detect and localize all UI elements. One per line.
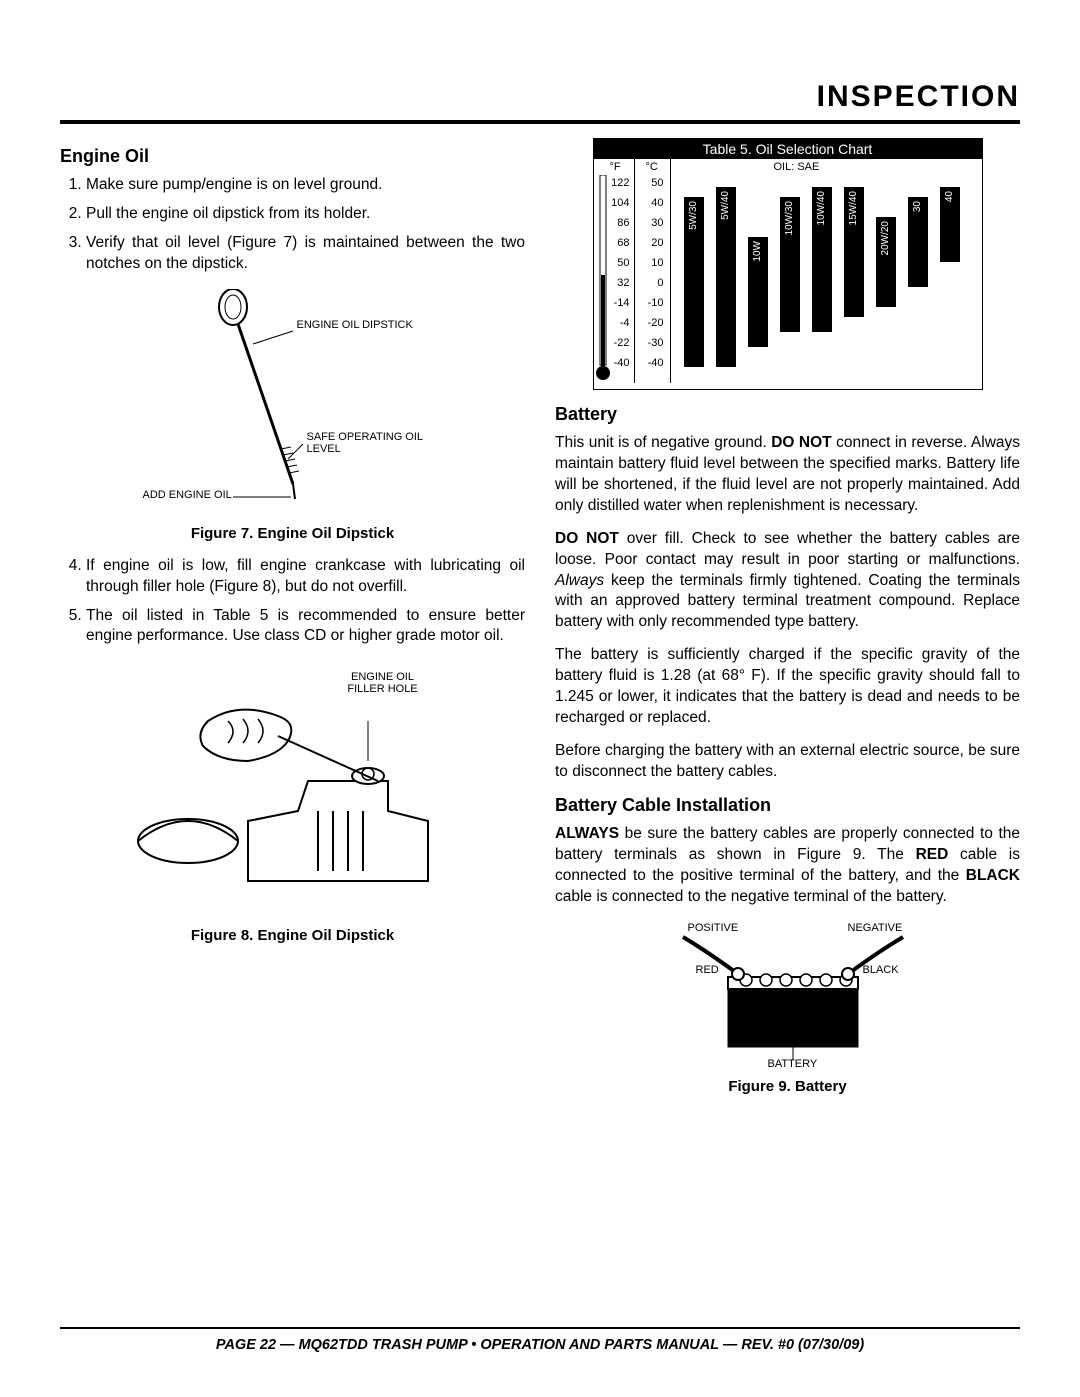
oil-bar-label: 40 [944,191,957,202]
tick-f: -4 [608,317,630,329]
header-oil: OIL: SAE [774,161,820,173]
step-2: Pull the engine oil dipstick from its ho… [86,204,525,225]
label-battery: BATTERY [768,1058,818,1070]
header-f: °F [610,161,621,173]
right-column: Table 5. Oil Selection Chart °F °C OIL: … [555,138,1020,1109]
figure-9-caption: Figure 9. Battery [555,1078,1020,1095]
oil-bar: 30 [908,197,928,287]
figure-7: ENGINE OIL DIPSTICK SAFE OPERATING OIL L… [60,289,525,542]
step-3: Verify that oil level (Figure 7) is main… [86,233,525,275]
label-safe-level: SAFE OPERATING OIL LEVEL [307,431,443,455]
tick-c: 30 [642,217,664,229]
tick-f: -22 [608,337,630,349]
oil-bar-label: 5W/40 [720,191,733,220]
figure-8-caption: Figure 8. Engine Oil Dipstick [60,927,525,944]
oil-bar: 10W/30 [780,197,800,332]
figure-8: ENGINE OIL FILLER HOLE Figure 8. Engine … [60,661,525,944]
tick-c: 50 [642,177,664,189]
engine-oil-steps-b: If engine oil is low, fill engine crankc… [60,556,525,648]
battery-p4: Before charging the battery with an exte… [555,741,1020,783]
tick-c: 20 [642,237,664,249]
cable-heading: Battery Cable Installation [555,795,1020,816]
tick-f: -40 [608,357,630,369]
oil-bar: 40 [940,187,960,262]
engine-oil-heading: Engine Oil [60,146,525,167]
footer-text: PAGE 22 — MQ62TDD TRASH PUMP • OPERATION… [60,1337,1020,1353]
oil-bar-label: 15W/40 [848,191,861,225]
tick-c: -10 [642,297,664,309]
tick-f: 122 [608,177,630,189]
oil-bar-label: 10W/40 [816,191,829,225]
tick-c: -30 [642,337,664,349]
step-1: Make sure pump/engine is on level ground… [86,175,525,196]
tick-f: -14 [608,297,630,309]
left-column: Engine Oil Make sure pump/engine is on l… [60,138,525,1109]
chart-title: Table 5. Oil Selection Chart [594,139,982,159]
oil-bar-label: 5W/30 [688,201,701,230]
tick-f: 50 [608,257,630,269]
label-add-oil: ADD ENGINE OIL [143,489,232,501]
cable-p: ALWAYS be sure the battery cables are pr… [555,824,1020,908]
tick-c: 10 [642,257,664,269]
oil-selection-chart: Table 5. Oil Selection Chart °F °C OIL: … [593,138,983,390]
tick-f: 32 [608,277,630,289]
oil-bar: 10W/40 [812,187,832,332]
header-c: °C [646,161,658,173]
tick-c: -20 [642,317,664,329]
figure-7-caption: Figure 7. Engine Oil Dipstick [60,525,525,542]
tick-c: -40 [642,357,664,369]
tick-f: 104 [608,197,630,209]
page-title: INSPECTION [60,80,1020,114]
tick-f: 68 [608,237,630,249]
label-negative: NEGATIVE [848,922,903,934]
oil-bar: 5W/30 [684,197,704,367]
oil-bar-label: 10W [752,241,765,262]
label-black: BLACK [863,964,899,976]
oil-bar-label: 20W/20 [880,221,893,255]
oil-bar: 15W/40 [844,187,864,317]
label-filler-hole: ENGINE OIL FILLER HOLE [343,671,423,695]
oil-bar-label: 10W/30 [784,201,797,235]
engine-oil-steps-a: Make sure pump/engine is on level ground… [60,175,525,275]
battery-p1: This unit is of negative ground. DO NOT … [555,433,1020,517]
title-rule [60,120,1020,124]
figure-9: POSITIVE NEGATIVE RED BLACK BATTERY Figu… [555,922,1020,1095]
battery-p3: The battery is sufficiently charged if t… [555,645,1020,729]
battery-p2: DO NOT over fill. Check to see whether t… [555,529,1020,634]
oil-bar-label: 30 [912,201,925,212]
label-positive: POSITIVE [688,922,739,934]
footer: PAGE 22 — MQ62TDD TRASH PUMP • OPERATION… [60,1327,1020,1353]
step-5: The oil listed in Table 5 is recommended… [86,606,525,648]
oil-bar: 10W [748,237,768,347]
label-red: RED [696,964,719,976]
oil-bar: 5W/40 [716,187,736,367]
battery-heading: Battery [555,404,1020,425]
tick-c: 0 [642,277,664,289]
tick-c: 40 [642,197,664,209]
tick-f: 86 [608,217,630,229]
step-4: If engine oil is low, fill engine crankc… [86,556,525,598]
label-dipstick: ENGINE OIL DIPSTICK [297,319,413,331]
oil-bar: 20W/20 [876,217,896,307]
footer-rule [60,1327,1020,1329]
